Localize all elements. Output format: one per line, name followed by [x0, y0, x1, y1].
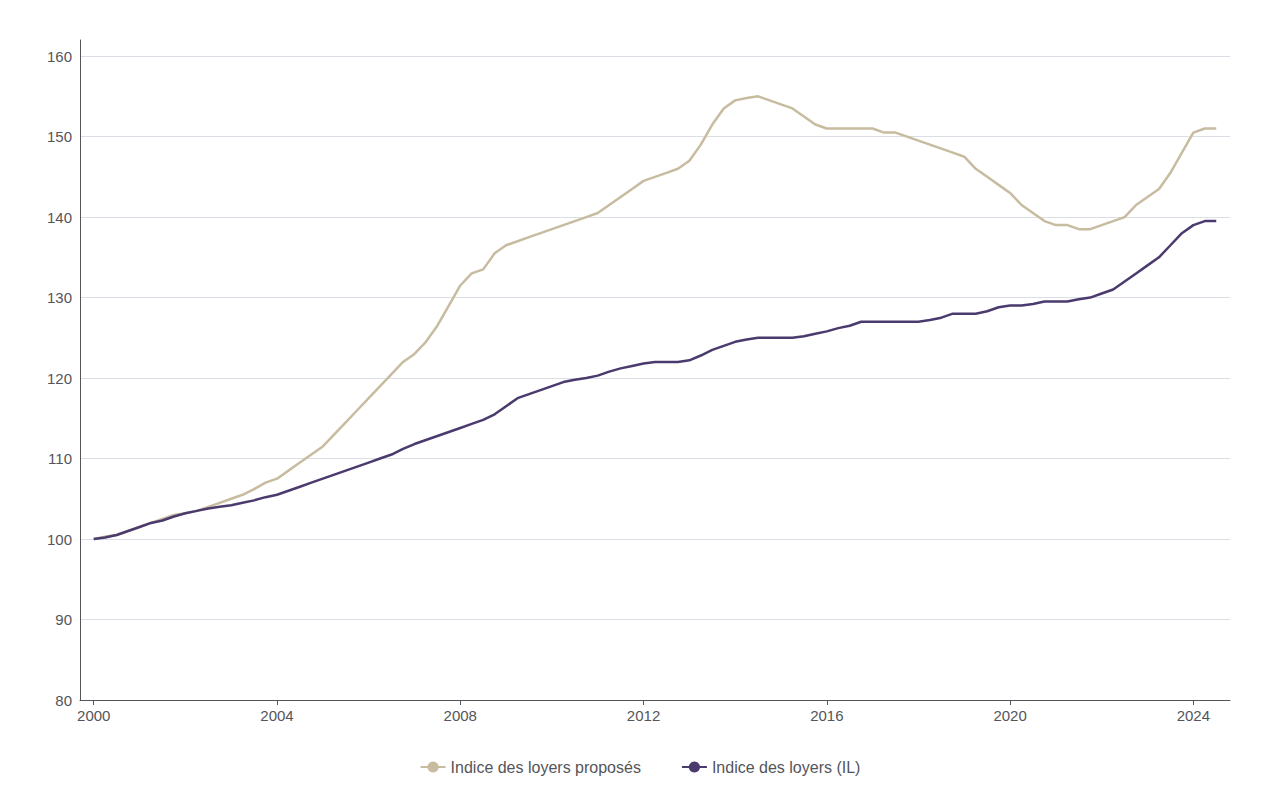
svg-text:90: 90 [55, 611, 72, 628]
svg-text:Indice des loyers (IL): Indice des loyers (IL) [712, 759, 861, 776]
svg-text:100: 100 [47, 531, 72, 548]
svg-text:160: 160 [47, 48, 72, 65]
svg-text:120: 120 [47, 370, 72, 387]
svg-text:2012: 2012 [627, 707, 660, 724]
svg-text:2004: 2004 [260, 707, 293, 724]
svg-text:Indice des loyers proposés: Indice des loyers proposés [451, 759, 641, 776]
svg-text:2016: 2016 [810, 707, 843, 724]
svg-text:130: 130 [47, 289, 72, 306]
svg-text:2024: 2024 [1177, 707, 1210, 724]
svg-text:80: 80 [55, 692, 72, 709]
svg-text:110: 110 [48, 450, 72, 467]
svg-text:2008: 2008 [444, 707, 477, 724]
svg-text:2000: 2000 [77, 707, 110, 724]
svg-text:140: 140 [47, 209, 72, 226]
svg-text:2020: 2020 [993, 707, 1026, 724]
svg-text:150: 150 [47, 128, 72, 145]
